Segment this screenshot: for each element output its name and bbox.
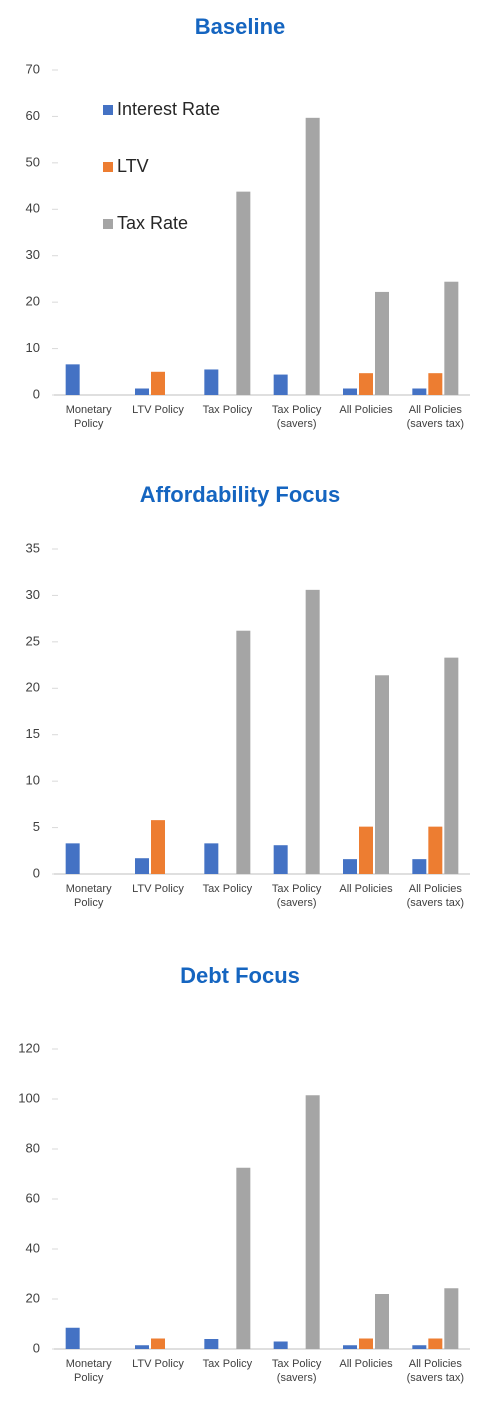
legend-label: Interest Rate [117,99,220,119]
y-tick-label: 70 [26,61,40,76]
x-tick-label: Tax Policy [202,883,253,895]
bar [65,364,80,395]
bar [135,858,149,874]
x-tick-label: Tax Policy [202,404,253,416]
legend-swatch [103,219,113,229]
bar [236,191,251,395]
bar [273,1341,288,1349]
bar [412,388,427,395]
y-tick-label: 60 [26,1190,40,1205]
y-tick-label: 120 [18,1040,40,1055]
bar [273,374,288,395]
chart-title: Baseline [195,14,286,39]
bar [444,1288,459,1349]
x-tick-label: Monetary Policy [65,883,112,909]
bar [359,1338,373,1349]
bar [375,1294,389,1349]
bar [428,1338,443,1349]
legend-swatch [103,162,113,172]
y-tick-label: 60 [26,108,40,123]
x-tick-label: Tax Policy [202,1358,253,1370]
y-tick-label: 5 [33,819,40,834]
x-tick-label: Monetary Policy [65,1358,112,1384]
y-tick-label: 40 [26,201,40,216]
y-tick-label: 30 [26,587,40,602]
y-tick-label: 80 [26,1140,40,1155]
y-tick-label: 10 [26,773,40,788]
legend-label: LTV [117,156,149,176]
bar [135,388,149,395]
y-tick-label: 10 [26,340,40,355]
bar [236,1167,251,1349]
x-tick-label: LTV Policy [132,404,184,416]
bar [305,1095,320,1349]
chart-title: Debt Focus [180,963,300,988]
bar [204,1339,219,1349]
y-tick-label: 20 [26,680,40,695]
bar [359,826,373,874]
chart-title: Affordability Focus [140,482,340,507]
bar [151,371,165,395]
bar [375,675,389,874]
y-tick-label: 0 [33,386,40,401]
x-tick-label: LTV Policy [132,883,184,895]
y-tick-label: 50 [26,154,40,169]
x-tick-label: Tax Policy (savers) [271,1358,322,1384]
y-tick-label: 15 [26,726,40,741]
y-tick-label: 30 [26,247,40,262]
y-tick-label: 40 [26,1240,40,1255]
bar [135,1345,149,1349]
x-tick-label: Tax Policy (savers) [271,883,322,909]
bar [65,1327,80,1349]
bar [151,820,165,874]
bar [65,843,80,874]
x-tick-label: All Policies [339,404,393,416]
x-tick-label: LTV Policy [132,1358,184,1370]
bar [305,117,320,396]
bar [444,281,459,395]
bar [151,1338,165,1349]
bar [375,291,389,395]
x-tick-label: Tax Policy (savers) [271,404,322,430]
bar [444,657,459,874]
y-tick-label: 0 [33,1340,40,1355]
y-tick-label: 20 [26,294,40,309]
y-tick-label: 25 [26,633,40,648]
bar [305,589,320,874]
bar [412,1345,427,1349]
y-tick-label: 0 [33,865,40,880]
x-tick-label: All Policies [339,883,393,895]
bar [273,845,288,874]
x-tick-label: All Policies (savers tax) [406,1358,465,1384]
x-tick-label: Monetary Policy [65,404,112,430]
y-tick-label: 20 [26,1290,40,1305]
bar [204,369,219,395]
bar [204,843,219,874]
x-tick-label: All Policies (savers tax) [406,883,465,909]
bar [412,859,427,874]
legend-label: Tax Rate [117,213,188,233]
bar [343,388,357,395]
bar [343,1345,357,1349]
bar [343,859,357,874]
legend-swatch [103,105,113,115]
x-tick-label: All Policies [339,1358,393,1370]
bar [359,373,373,395]
bar [428,373,443,395]
y-tick-label: 100 [18,1090,40,1105]
y-tick-label: 35 [26,540,40,555]
bar [428,826,443,874]
bar [236,630,251,874]
x-tick-label: All Policies (savers tax) [406,404,465,430]
